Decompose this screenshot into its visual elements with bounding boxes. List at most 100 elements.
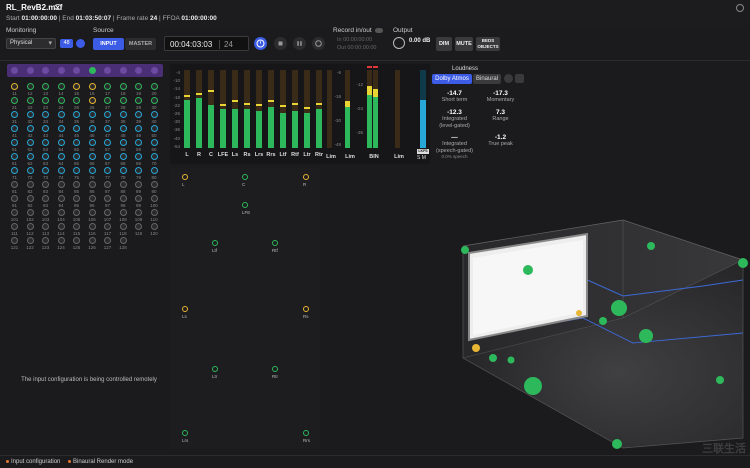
stop-button[interactable] xyxy=(274,37,287,50)
channel-input-dot[interactable] xyxy=(119,167,127,174)
speaker-r-icon[interactable] xyxy=(303,174,309,180)
channel-input-dot[interactable] xyxy=(57,209,65,216)
channel-input-dot[interactable] xyxy=(42,167,49,174)
channel-input-dot[interactable] xyxy=(73,195,80,202)
channel-input-dot[interactable] xyxy=(119,139,127,146)
channel-input-dot[interactable] xyxy=(42,67,49,74)
channel-input-dot[interactable] xyxy=(26,237,34,244)
source-master-button[interactable]: MASTER xyxy=(125,38,156,50)
channel-input-dot[interactable] xyxy=(42,223,49,230)
channel-input-dot[interactable] xyxy=(73,111,80,118)
channel-input-dot[interactable] xyxy=(57,195,65,202)
channel-input-dot[interactable] xyxy=(150,111,158,118)
channel-input-dot[interactable] xyxy=(135,167,142,174)
channel-input-dot[interactable] xyxy=(119,83,127,90)
channel-input-dot[interactable] xyxy=(119,195,127,202)
channel-input-dot[interactable] xyxy=(42,153,49,160)
channel-input-dot[interactable] xyxy=(104,153,111,160)
channel-input-dot[interactable] xyxy=(11,153,18,160)
channel-input-dot[interactable] xyxy=(11,181,18,188)
channel-input-dot[interactable] xyxy=(73,139,80,146)
loudness-tab-binaural[interactable]: Binaural xyxy=(473,74,501,84)
channel-input-dot[interactable] xyxy=(26,153,34,160)
channel-input-dot[interactable] xyxy=(26,125,34,132)
channel-input-dot[interactable] xyxy=(150,83,158,90)
mute-button[interactable]: MUTE xyxy=(455,37,473,51)
channel-input-dot[interactable] xyxy=(42,111,49,118)
channel-input-dot[interactable] xyxy=(26,223,34,230)
channel-input-dot[interactable] xyxy=(135,223,142,230)
channel-input-dot[interactable] xyxy=(11,67,18,74)
channel-input-dot[interactable] xyxy=(42,97,49,104)
speaker-ls-icon[interactable] xyxy=(182,306,188,312)
channel-input-dot[interactable] xyxy=(135,97,142,104)
channel-input-dot[interactable] xyxy=(135,125,142,132)
channel-input-dot[interactable] xyxy=(57,223,65,230)
timecode-display[interactable]: 00:04:03:03 24 xyxy=(164,36,249,51)
channel-input-dot[interactable] xyxy=(73,167,80,174)
channel-input-dot[interactable] xyxy=(11,111,18,118)
channel-input-dot[interactable] xyxy=(57,139,65,146)
output-volume-knob[interactable] xyxy=(393,37,405,49)
channel-input-dot[interactable] xyxy=(73,181,80,188)
speaker-ltf-icon[interactable] xyxy=(212,240,218,246)
object-3d-view[interactable] xyxy=(323,168,750,456)
speaker-lfe-icon[interactable] xyxy=(242,202,248,208)
channel-input-dot[interactable] xyxy=(11,139,18,146)
dim-button[interactable]: DIM xyxy=(436,37,452,51)
channel-input-dot[interactable] xyxy=(11,209,18,216)
channel-input-dot[interactable] xyxy=(57,153,65,160)
channel-input-dot[interactable] xyxy=(119,181,127,188)
channel-input-dot[interactable] xyxy=(104,181,111,188)
channel-input-dot[interactable] xyxy=(42,195,49,202)
channel-input-dot[interactable] xyxy=(42,139,49,146)
channel-input-dot[interactable] xyxy=(135,111,142,118)
speaker-rtr-icon[interactable] xyxy=(272,366,278,372)
beds-objects-button[interactable]: BEDS OBJECTS xyxy=(476,37,500,51)
channel-input-dot[interactable] xyxy=(88,181,96,188)
channel-input-dot[interactable] xyxy=(73,97,80,104)
channel-input-dot[interactable] xyxy=(150,67,158,74)
channel-input-dot[interactable] xyxy=(119,223,127,230)
channel-input-dot[interactable] xyxy=(26,67,34,74)
channel-input-dot[interactable] xyxy=(57,67,65,74)
channel-input-dot[interactable] xyxy=(42,125,49,132)
sync-clock-button[interactable] xyxy=(254,37,267,50)
channel-input-dot[interactable] xyxy=(135,153,142,160)
channel-input-dot[interactable] xyxy=(73,209,80,216)
channel-input-dot[interactable] xyxy=(73,223,80,230)
channel-input-dot[interactable] xyxy=(135,139,142,146)
channel-input-dot[interactable] xyxy=(88,83,96,90)
channel-input-dot[interactable] xyxy=(88,153,96,160)
channel-input-dot[interactable] xyxy=(26,111,34,118)
channel-input-dot[interactable] xyxy=(104,67,111,74)
speaker-ltr-icon[interactable] xyxy=(212,366,218,372)
channel-input-dot[interactable] xyxy=(150,139,158,146)
channel-input-dot[interactable] xyxy=(26,83,34,90)
channel-input-dot[interactable] xyxy=(119,237,127,244)
channel-input-dot[interactable] xyxy=(104,139,111,146)
record-button[interactable] xyxy=(312,37,325,50)
channel-input-dot[interactable] xyxy=(73,67,80,74)
channel-input-dot[interactable] xyxy=(150,97,158,104)
speaker-rtf-icon[interactable] xyxy=(272,240,278,246)
channel-input-dot[interactable] xyxy=(135,195,142,202)
channel-input-dot[interactable] xyxy=(57,181,65,188)
channel-input-dot[interactable] xyxy=(57,167,65,174)
channel-input-dot[interactable] xyxy=(104,237,111,244)
channel-input-dot[interactable] xyxy=(88,97,96,104)
channel-input-dot[interactable] xyxy=(119,209,127,216)
channel-input-dot[interactable] xyxy=(88,125,96,132)
channel-input-dot[interactable] xyxy=(11,195,18,202)
speaker-rs-icon[interactable] xyxy=(303,306,309,312)
channel-input-dot[interactable] xyxy=(88,111,96,118)
channel-input-dot[interactable] xyxy=(57,125,65,132)
channel-input-dot[interactable] xyxy=(73,237,80,244)
source-input-button[interactable]: INPUT xyxy=(93,38,124,50)
channel-input-dot[interactable] xyxy=(119,67,127,74)
channel-input-dot[interactable] xyxy=(11,237,18,244)
channel-input-dot[interactable] xyxy=(135,67,142,74)
channel-input-dot[interactable] xyxy=(11,125,18,132)
channel-input-dot[interactable] xyxy=(57,97,65,104)
footer-binaural-mode[interactable]: Binaural Render mode xyxy=(68,459,133,465)
